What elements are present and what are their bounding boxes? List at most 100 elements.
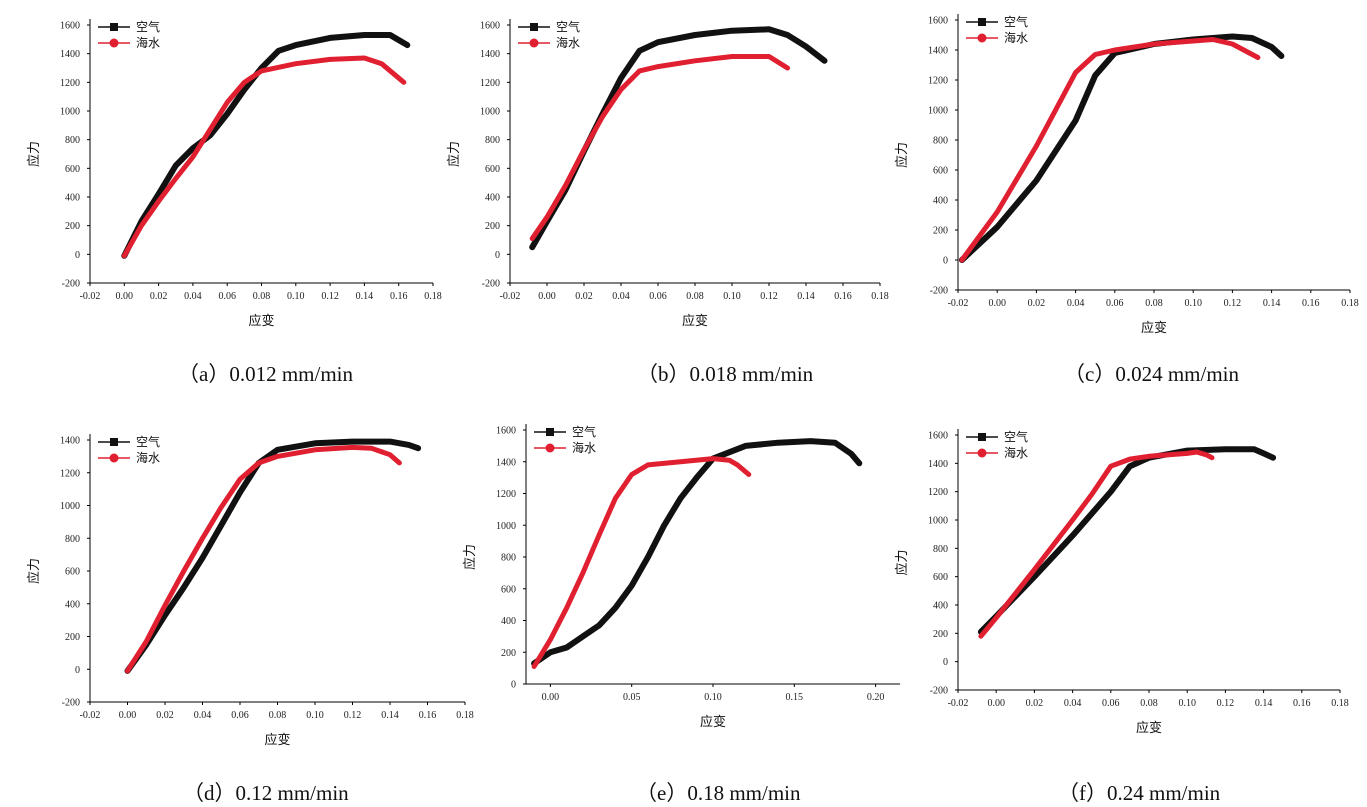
y-tick-label: 1000 <box>928 106 948 117</box>
legend-marker-circle <box>109 453 119 463</box>
series-line-seawater <box>125 444 402 674</box>
y-tick-label: 1400 <box>928 459 948 470</box>
x-tick-label: 0.16 <box>834 291 852 302</box>
legend-marker-circle <box>109 38 119 48</box>
y-tick-label: 600 <box>485 164 500 175</box>
x-tick-label: 0.02 <box>575 291 593 302</box>
y-tick-label: 400 <box>501 616 516 627</box>
x-tick-label: 0.12 <box>321 291 339 302</box>
y-tick-label: 600 <box>501 584 516 595</box>
y-tick-label: 1000 <box>480 107 500 118</box>
legend-label: 空气 <box>572 424 596 439</box>
y-tick-label: 1400 <box>480 49 500 60</box>
x-tick-label: -0.02 <box>80 710 101 721</box>
caption-b: （b）0.018 mm/min <box>637 362 814 386</box>
chart-b: -200 0 200 400 600 800 1000 1200 1400 1600 -0.02 0.… <box>446 19 889 329</box>
x-tick-label: 0.10 <box>306 710 324 721</box>
x-axis-title: 应变 <box>264 732 290 748</box>
y-tick-label: 600 <box>65 164 80 175</box>
x-tick-label: 0.04 <box>612 291 630 302</box>
x-tick-label: 0.00 <box>988 298 1006 309</box>
legend-label: 空气 <box>136 19 160 34</box>
x-tick-label: 0.04 <box>1064 698 1082 709</box>
caption-a: （a）0.012 mm/min <box>178 362 353 386</box>
x-tick-label: 0.08 <box>269 710 287 721</box>
y-tick-label: 1400 <box>496 457 516 468</box>
x-tick-label: 0.08 <box>686 291 704 302</box>
chart-panel-d: -200 0 200 400 600 800 1000 1200 1400 -0.02 0.00 0.… <box>0 420 474 807</box>
y-tick-label: 1200 <box>496 489 516 500</box>
legend-marker-square <box>546 428 554 436</box>
x-tick-label: 0.00 <box>116 291 134 302</box>
x-axis-title: 应变 <box>248 313 274 329</box>
x-axis-title: 应变 <box>1136 720 1162 736</box>
x-tick-label: 0.18 <box>1331 698 1349 709</box>
x-tick-label: 0.18 <box>1341 298 1359 309</box>
y-tick-label: 600 <box>933 572 948 583</box>
series-line-seawater <box>531 456 752 669</box>
x-tick-label: 0.20 <box>867 692 885 703</box>
caption-e: （e）0.18 mm/min <box>636 781 801 805</box>
chart-d: -200 0 200 400 600 800 1000 1200 1400 -0.02 0.00 0.… <box>26 434 474 748</box>
x-tick-label: 0.16 <box>1293 698 1311 709</box>
chart-c: -200 0 200 400 600 800 1000 1200 1400 1600 -0.02 0.… <box>894 14 1359 336</box>
x-tick-label: 0.04 <box>194 710 212 721</box>
y-tick-label: 1000 <box>928 516 948 527</box>
legend-marker-circle <box>977 448 987 458</box>
chart-panel-b: -200 0 200 400 600 800 1000 1200 1400 1600 -0.02 0.… <box>446 0 905 400</box>
x-tick-label: 0.18 <box>871 291 889 302</box>
chart-panel-f: -200 0 200 400 600 800 1000 1200 1400 1600 -0.02 0.… <box>894 420 1367 807</box>
x-tick-label: -0.02 <box>948 698 969 709</box>
x-tick-label: 0.12 <box>1217 698 1235 709</box>
y-tick-label: 1200 <box>60 78 80 89</box>
y-tick-label: 800 <box>485 135 500 146</box>
series-line-air <box>977 446 1277 635</box>
x-axis-title: 应变 <box>1141 320 1167 336</box>
y-tick-label: 800 <box>933 136 948 147</box>
y-tick-label: 0 <box>495 250 500 261</box>
y-tick-label: 400 <box>485 193 500 204</box>
x-tick-label: 0.06 <box>649 291 667 302</box>
legend-marker-circle <box>545 443 555 453</box>
y-axis-title: 应力 <box>446 141 462 167</box>
y-tick-label: 200 <box>501 648 516 659</box>
x-tick-label: 0.14 <box>381 710 399 721</box>
caption-d: （d）0.12 mm/min <box>183 781 349 805</box>
x-tick-label: 0.14 <box>797 291 815 302</box>
y-tick-label: 1400 <box>60 49 80 60</box>
y-tick-label: 400 <box>933 196 948 207</box>
x-tick-label: 0.02 <box>156 710 174 721</box>
y-tick-label: 1200 <box>480 78 500 89</box>
x-tick-label: -0.02 <box>80 291 101 302</box>
y-axis-title: 应力 <box>26 141 42 167</box>
series-line-air <box>124 438 422 674</box>
y-tick-label: 0 <box>511 680 516 691</box>
y-tick-label: 600 <box>933 166 948 177</box>
y-tick-label: 0 <box>75 250 80 261</box>
x-tick-label: 0.08 <box>1140 698 1158 709</box>
caption-f: （f）0.24 mm/min <box>1058 781 1221 805</box>
y-tick-label: 200 <box>65 221 80 232</box>
y-tick-label: 1600 <box>928 16 948 27</box>
y-tick-label: 400 <box>65 599 80 610</box>
caption-c: （c）0.024 mm/min <box>1064 362 1239 386</box>
y-tick-label: 0 <box>943 657 948 668</box>
legend-label: 海水 <box>1004 445 1028 460</box>
y-tick-label: 1400 <box>928 46 948 57</box>
y-tick-label: -200 <box>930 686 948 697</box>
y-axis-title: 应力 <box>26 558 42 584</box>
x-tick-label: 0.06 <box>231 710 249 721</box>
legend-marker-square <box>110 23 118 31</box>
series-line-seawater <box>959 37 1261 263</box>
y-tick-label: 800 <box>65 534 80 545</box>
x-tick-label: 0.00 <box>542 692 560 703</box>
legend-marker-square <box>530 23 538 31</box>
legend-label: 海水 <box>136 35 160 50</box>
x-tick-label: 0.06 <box>1106 298 1124 309</box>
x-tick-label: 0.10 <box>704 692 722 703</box>
y-axis-title: 应力 <box>894 549 910 575</box>
y-tick-label: 400 <box>65 193 80 204</box>
y-tick-label: 1600 <box>60 21 80 32</box>
y-tick-label: -200 <box>62 698 80 709</box>
chart-e: 0 200 400 600 800 1000 1200 1400 1600 0.00 0.05 0.1… <box>462 424 900 730</box>
